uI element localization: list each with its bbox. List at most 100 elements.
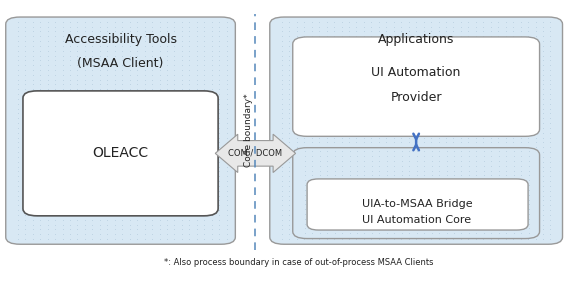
Point [494, 183, 503, 187]
Point [382, 121, 391, 125]
Point [419, 208, 428, 212]
Point [434, 92, 443, 96]
Point [426, 92, 436, 96]
Point [73, 111, 82, 116]
Point [523, 154, 533, 159]
Point [277, 130, 286, 135]
Point [215, 188, 224, 193]
Point [464, 188, 473, 193]
Point [494, 39, 503, 43]
Point [382, 101, 391, 106]
Point [118, 111, 127, 116]
Point [434, 193, 443, 198]
Point [441, 183, 451, 188]
Point [389, 150, 398, 154]
Point [494, 63, 503, 67]
Point [464, 212, 474, 216]
Point [359, 87, 369, 91]
Point [65, 39, 75, 43]
Point [501, 164, 510, 169]
Point [307, 140, 316, 145]
Point [479, 87, 488, 91]
Point [479, 159, 488, 164]
Point [88, 183, 97, 188]
Point [367, 24, 376, 29]
Point [352, 179, 361, 183]
Point [456, 145, 466, 149]
Point [65, 212, 75, 217]
Point [43, 63, 52, 67]
Point [389, 126, 398, 130]
Point [420, 226, 429, 231]
Point [486, 169, 495, 174]
Point [148, 130, 157, 135]
Point [494, 97, 503, 101]
Point [21, 97, 30, 101]
Point [382, 149, 391, 154]
Point [389, 198, 398, 202]
Point [531, 130, 540, 135]
Point [501, 135, 510, 140]
Point [427, 212, 436, 216]
Point [397, 154, 406, 159]
Point [95, 72, 104, 77]
Point [345, 154, 354, 158]
Point [222, 169, 231, 174]
Point [419, 212, 428, 217]
Point [479, 43, 488, 48]
Point [538, 222, 548, 227]
Point [374, 217, 383, 222]
Point [222, 29, 231, 34]
Point [307, 87, 316, 91]
Point [390, 168, 399, 173]
Point [80, 101, 90, 106]
Point [359, 203, 369, 207]
Point [162, 34, 172, 38]
Point [523, 198, 533, 202]
Point [125, 217, 134, 222]
Point [397, 43, 406, 48]
Point [80, 208, 90, 212]
Point [337, 145, 346, 149]
Point [155, 19, 164, 24]
Point [329, 208, 339, 212]
Point [352, 169, 361, 174]
Point [21, 227, 30, 231]
Point [479, 82, 488, 87]
Point [382, 116, 391, 120]
Point [538, 130, 548, 135]
Point [471, 19, 480, 24]
Point [434, 208, 443, 212]
Point [148, 24, 157, 29]
Point [315, 19, 324, 24]
Point [435, 178, 444, 183]
Point [148, 174, 157, 178]
Point [523, 82, 533, 87]
Point [43, 222, 52, 227]
Point [419, 87, 428, 91]
Point [382, 174, 391, 178]
Point [471, 34, 480, 38]
Point [215, 237, 224, 241]
Point [73, 19, 82, 24]
Point [215, 208, 224, 212]
Point [322, 179, 331, 183]
Point [352, 68, 361, 72]
Point [374, 208, 383, 212]
Point [155, 63, 164, 67]
Point [285, 48, 294, 53]
Point [200, 169, 209, 174]
Point [148, 222, 157, 227]
Point [352, 237, 361, 241]
Point [292, 150, 301, 154]
Point [200, 150, 209, 154]
Point [382, 164, 391, 169]
Point [148, 198, 157, 202]
Point [531, 174, 540, 178]
Point [435, 168, 444, 173]
Point [36, 121, 45, 125]
Point [404, 48, 413, 53]
Point [486, 193, 495, 198]
Point [307, 174, 316, 178]
Point [200, 101, 209, 106]
